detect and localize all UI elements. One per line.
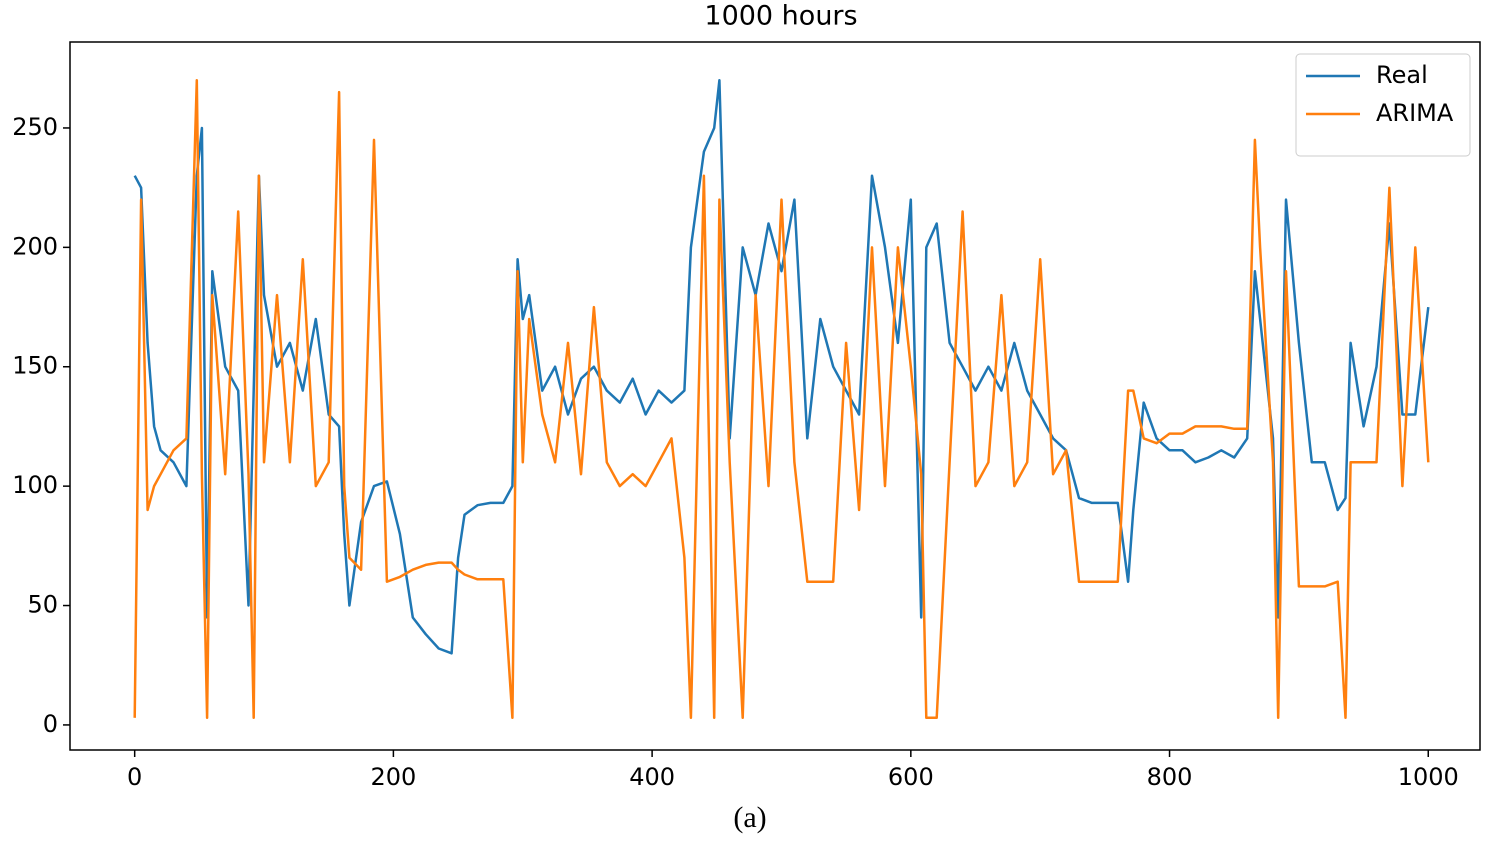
y-tick-label: 200 [12, 232, 58, 260]
caption: (a) [733, 801, 766, 834]
x-tick-label: 200 [370, 763, 416, 791]
y-tick-label: 50 [27, 591, 58, 619]
legend-label: Real [1376, 61, 1428, 89]
y-tick-label: 150 [12, 352, 58, 380]
x-tick-label: 1000 [1398, 763, 1459, 791]
series-line [133, 78, 1430, 655]
plot-frame [69, 41, 1481, 751]
x-tick-label: 400 [629, 763, 675, 791]
chart-title: 1000 hours [704, 1, 857, 32]
series-line [133, 78, 1430, 720]
legend-box [1295, 53, 1471, 157]
x-tick-label: 800 [1147, 763, 1193, 791]
x-tick-label: 600 [888, 763, 934, 791]
x-tick-label: 0 [127, 763, 142, 791]
legend-label: ARIMA [1376, 99, 1454, 127]
y-tick-label: 0 [43, 710, 58, 738]
y-tick-label: 100 [12, 471, 58, 499]
y-tick-label: 250 [12, 113, 58, 141]
